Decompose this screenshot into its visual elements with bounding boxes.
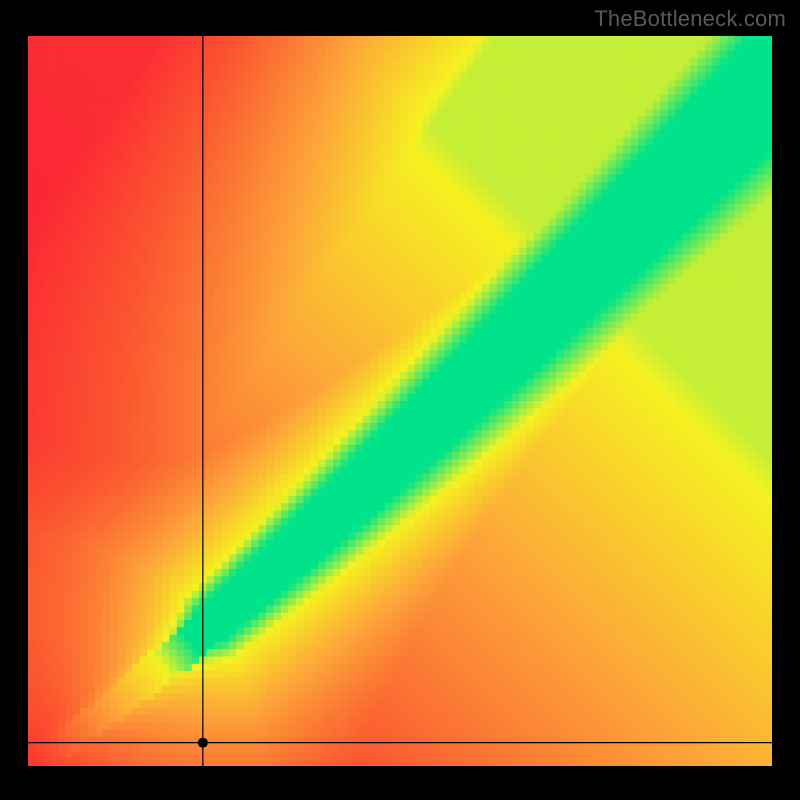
- heatmap-plot: [28, 36, 772, 766]
- heatmap-canvas: [28, 36, 772, 766]
- root: TheBottleneck.com: [0, 0, 800, 800]
- watermark-text: TheBottleneck.com: [594, 6, 786, 32]
